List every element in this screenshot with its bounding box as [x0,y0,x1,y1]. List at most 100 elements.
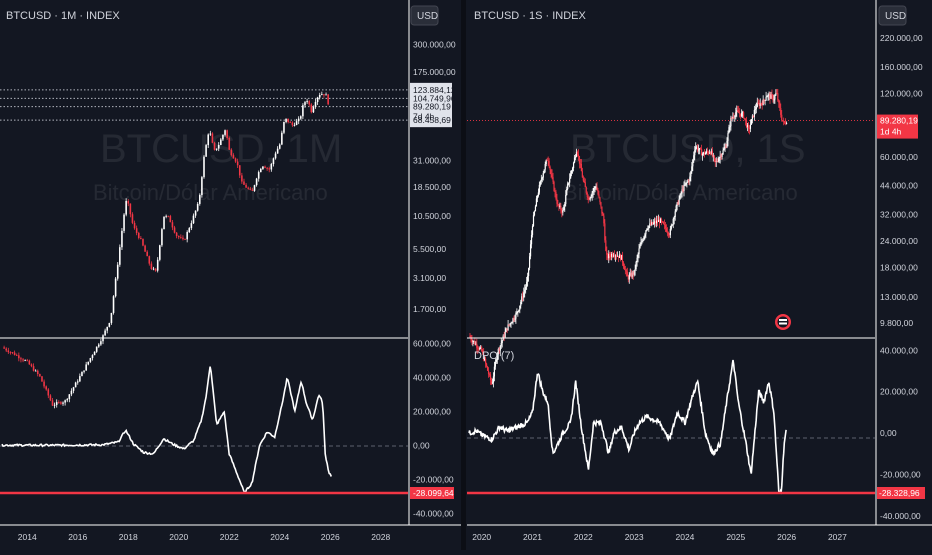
candle [570,170,572,179]
candle [32,363,35,372]
candle [590,194,592,199]
candle [695,142,697,153]
candle [728,124,730,134]
candle [249,186,252,191]
candle [762,95,764,106]
candle [503,331,505,342]
candle [198,193,201,206]
osc-tick-label: -40.000,00 [880,511,921,521]
candle [473,340,475,344]
candle [732,112,734,122]
candle [226,129,228,140]
flag-icon[interactable] [775,314,791,330]
left-candles [3,91,329,409]
candle [125,198,127,217]
right-chart[interactable]: BTCUSD, 1S Bitcoin/Dólar Americano BTCUS… [467,10,875,388]
price-tick-label: 160.000,00 [880,62,923,72]
candle [520,299,522,309]
candle [746,123,749,132]
candle [754,104,756,115]
level-tag-label: 104.749,96 [413,93,456,103]
right-price-scale[interactable]: USD 220.000,00 160.000,00 120.000,00 60.000… [875,0,932,525]
candle [673,215,675,225]
candle [633,270,635,277]
left-level-lines [0,89,408,121]
candle [144,244,146,252]
left-chart[interactable]: BTCUSD, 1M Bitcoin/Dólar Americano BTCUS… [0,10,408,409]
candle [475,341,477,346]
candle [720,153,722,160]
candle [780,103,782,118]
candle [241,172,243,184]
candle [486,365,489,372]
candle [505,327,507,333]
candle [601,206,603,217]
level-tag-bg [410,82,452,128]
candle [710,148,712,155]
candle [558,204,560,211]
candle [478,346,480,353]
osc-tick-label: 40.000,00 [413,372,451,382]
candle [171,220,174,231]
candle [135,225,138,236]
candle [522,291,524,302]
osc-tick-label: 20.000,00 [413,406,451,416]
candle [662,221,665,225]
right-oscillator-pane[interactable]: DPO (7) [467,350,875,495]
candle [3,345,5,349]
candle [119,244,121,267]
candle [192,213,195,225]
candle [609,251,611,261]
candle [564,201,566,212]
candle [190,220,193,231]
candle [285,118,287,124]
candle [760,102,762,106]
candle [527,272,529,287]
candle [18,352,20,362]
candle [696,145,698,150]
candle [287,118,289,124]
candle [68,394,71,403]
candle [485,356,487,368]
right-currency-button[interactable] [878,5,907,26]
candle [207,133,210,148]
time-tick-label: 2020 [472,532,491,542]
candle [608,250,610,264]
candle [589,196,591,202]
osc-tick-label: 0,00 [413,440,430,450]
candle [93,351,96,356]
left-oscillator-pane[interactable] [0,366,408,495]
candle [597,187,599,196]
candle [488,372,491,377]
osc-tick-label: 20.000,00 [880,387,918,397]
candle [525,284,527,294]
candle [150,261,153,270]
candle [685,182,687,187]
left-price-scale[interactable]: USD 300.000,00 175.000,00 31.000,00 18.500,… [408,0,461,525]
right-candles [469,88,788,388]
right-countdown: 1d 4h [880,127,902,137]
candle [726,137,728,149]
price-tick-label: 1.700,00 [413,304,446,314]
candle [715,157,717,168]
candle [272,157,275,167]
candle [220,137,222,146]
candle [641,238,643,245]
candle [140,236,142,240]
candle [648,225,650,232]
candle [617,255,620,263]
left-currency-button[interactable] [410,5,439,26]
left-oscillator-line [1,366,333,494]
time-tick-label: 2016 [68,532,87,542]
candle [228,136,231,151]
candle [751,114,754,124]
panel-separator[interactable] [461,0,466,550]
left-time-axis[interactable]: 2014 2016 2018 2020 2022 2024 2026 2028 [18,532,391,542]
candle [729,121,731,133]
candle [474,337,476,346]
candle [771,89,773,100]
candle [268,166,271,173]
candle [85,361,87,371]
right-time-axis[interactable]: 2020 2021 2022 2023 2024 2025 2026 2027 [472,532,847,542]
candle [606,246,608,261]
